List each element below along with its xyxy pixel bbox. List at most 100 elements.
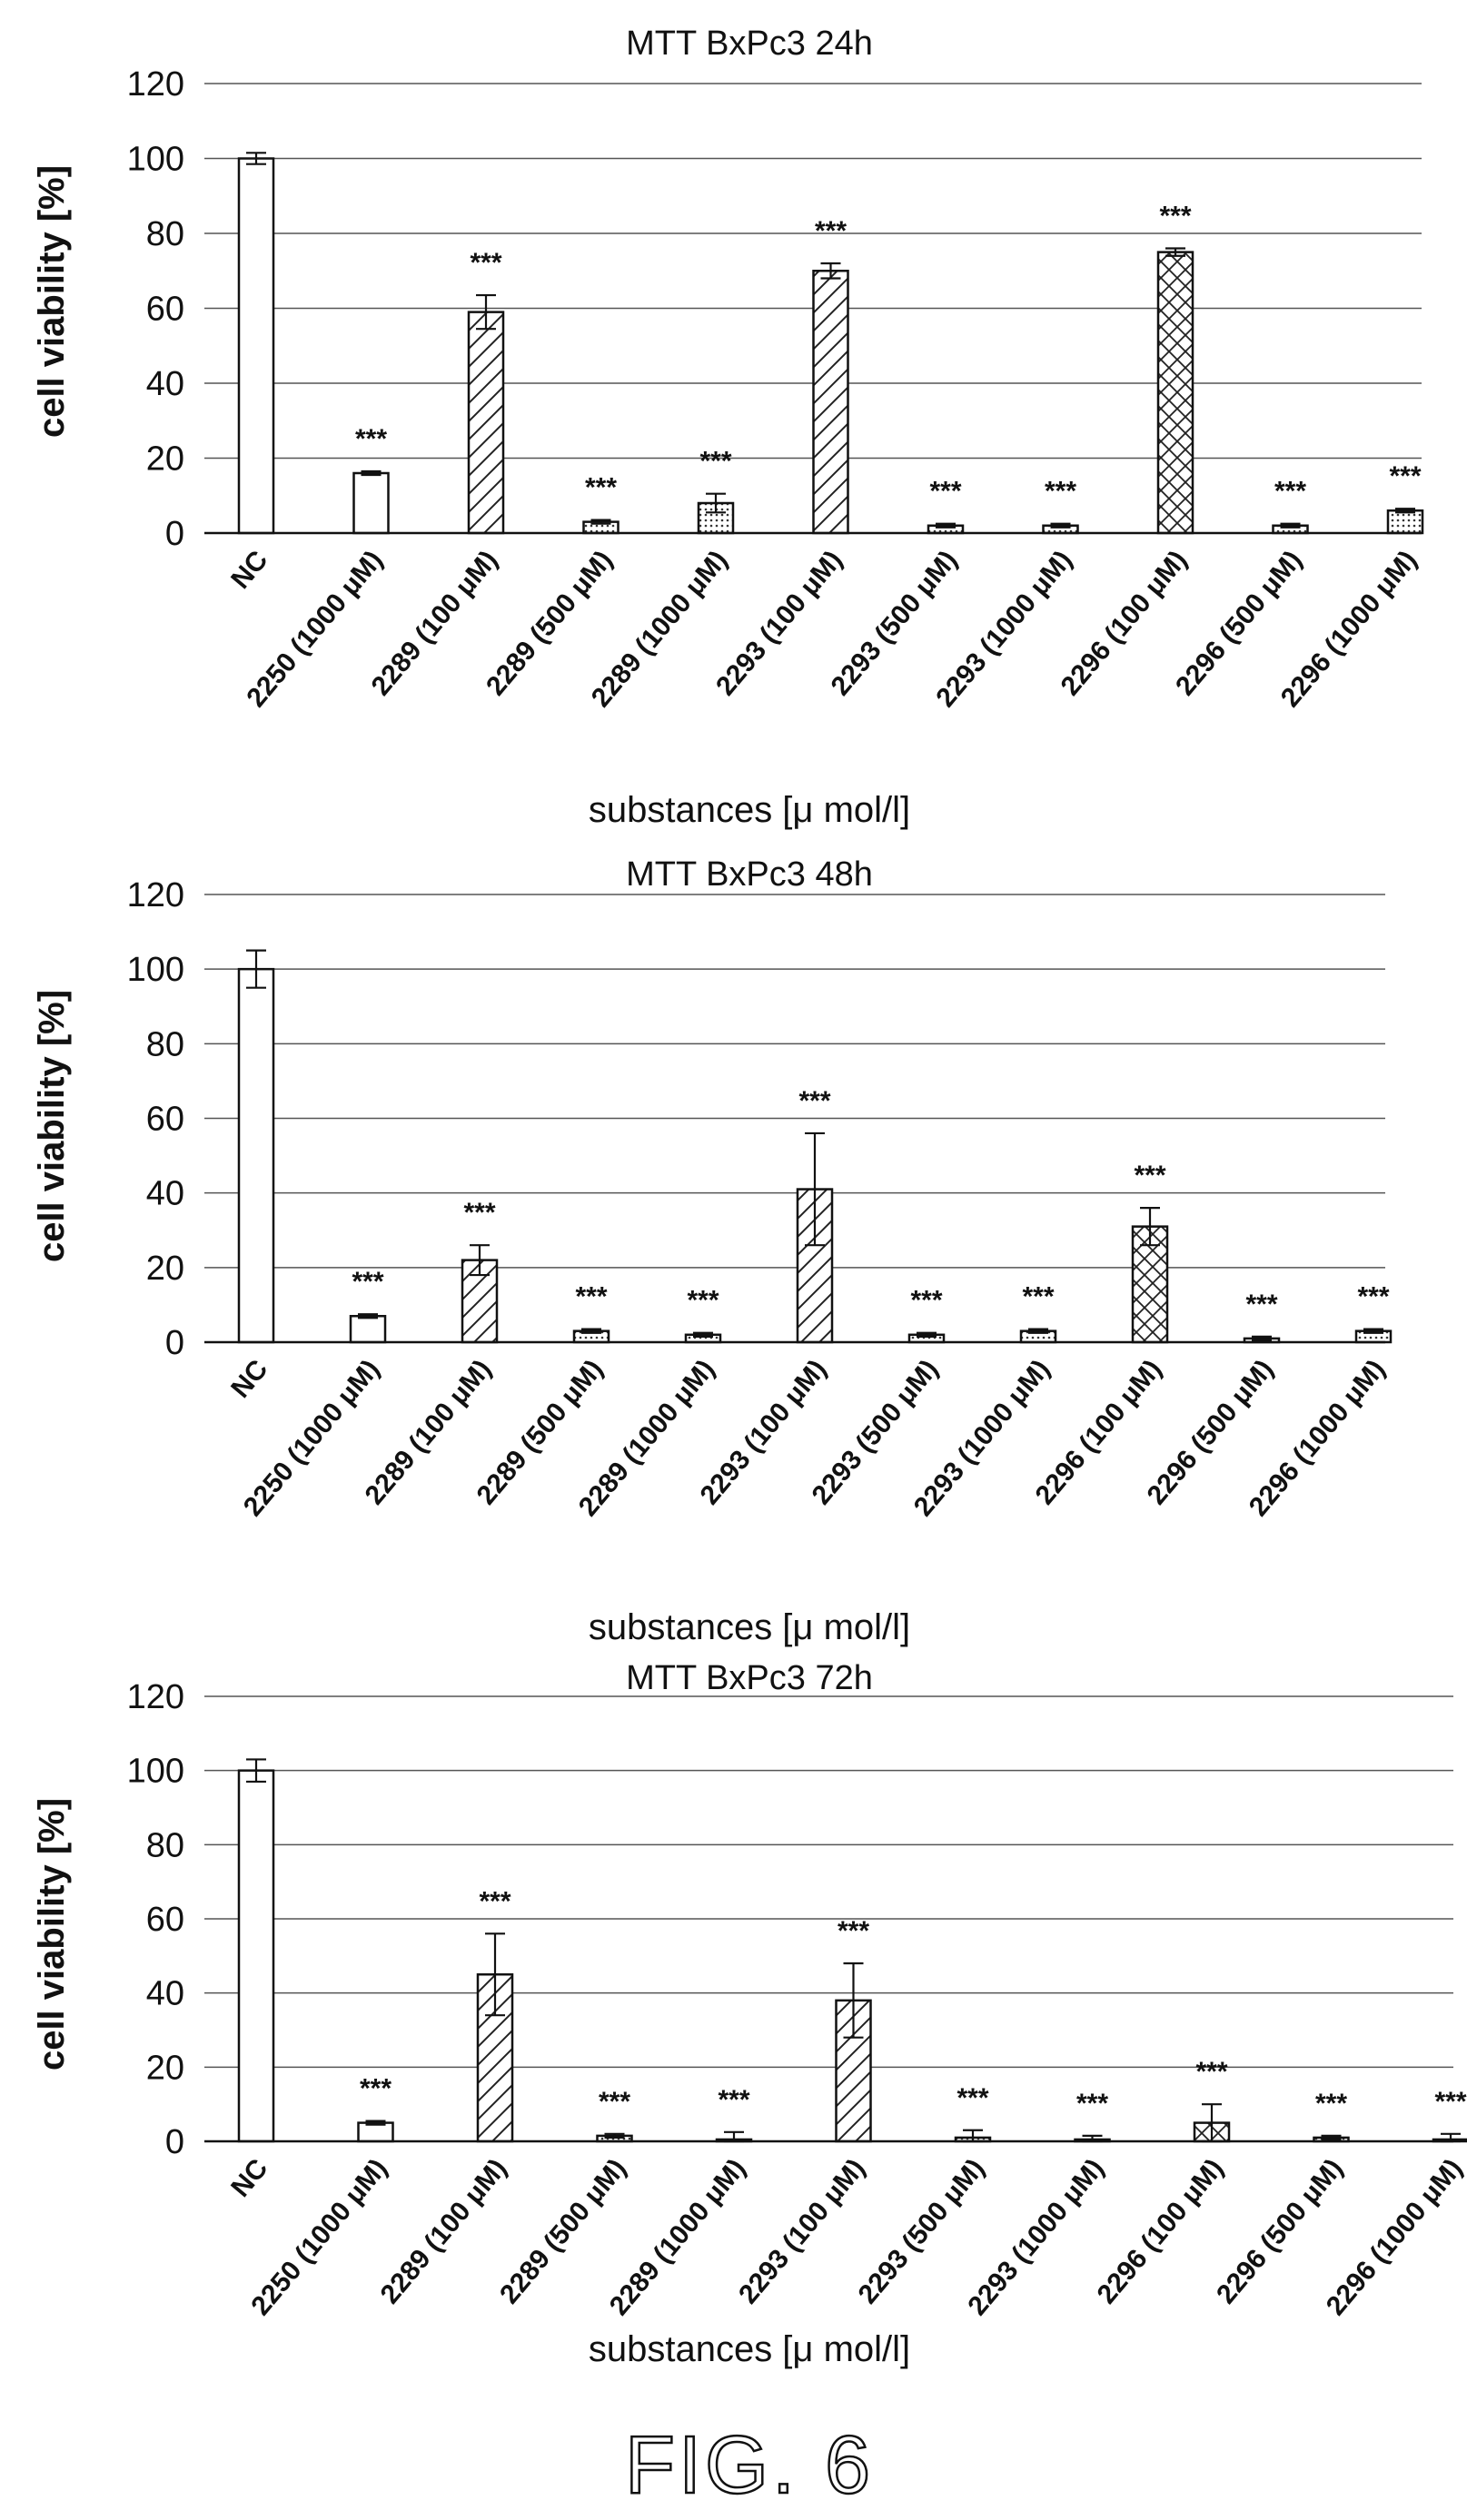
y-axis-label: cell viability [%] [32,1798,72,2070]
significance-labels: *** *** *** *** *** *** *** *** *** *** [355,202,1422,507]
x-tick-label: 2289 (500 μM) [494,2153,632,2309]
y-axis-label: cell viability [%] [32,165,72,438]
x-tick-label: 2296 (500 μM) [1211,2153,1349,2309]
x-tick-label: 2293 (100 μM) [733,2153,871,2309]
x-tick-label: 2296 (500 μM) [1170,545,1308,701]
error-bar [485,1932,505,2017]
significance-label: *** [599,2087,630,2117]
significance-label: *** [1245,1290,1277,1319]
error-bars [246,152,1415,529]
significance-label: *** [1195,2057,1227,2087]
significance-label: *** [352,1267,383,1297]
error-bar [820,262,841,280]
y-ticks: 0 20 40 60 80 100 120 [127,65,184,553]
error-bar [1363,1328,1383,1334]
y-ticks: 0 20 40 60 80 100 120 [127,1678,184,2161]
y-tick-label: 60 [146,1901,184,1939]
error-bar [246,949,266,989]
figure-caption: FIG. 6 [625,2420,874,2511]
y-tick-label: 40 [146,365,184,403]
y-tick-label: 80 [146,1826,184,1864]
error-bar [581,1328,601,1334]
significance-label: *** [355,424,387,454]
y-tick-label: 40 [146,1975,184,2013]
chart-48h: MTT BxPc3 48h cell viability [%] substan… [32,855,1393,1647]
significance-label: *** [798,1086,830,1116]
error-bar [604,2132,625,2140]
x-tick-label: 2289 (100 μM) [375,2153,513,2309]
error-bar [1140,1206,1160,1247]
significance-label: *** [1357,1282,1389,1312]
significance-label: *** [1389,461,1421,491]
error-bar [706,492,726,514]
error-bar [246,1758,266,1784]
y-tick-label: 80 [146,215,184,253]
x-tick-label: NC [225,545,273,594]
x-tick-label: 2293 (500 μM) [853,2153,991,2309]
y-tick-label: 20 [146,2049,184,2087]
y-tick-label: 0 [165,2123,184,2161]
x-tick-label: NC [225,1354,273,1403]
error-bar [1252,1335,1272,1342]
significance-label: *** [957,2083,988,2113]
significance-label: *** [479,1886,510,1916]
x-tick-label: NC [225,2153,273,2202]
y-tick-label: 40 [146,1175,184,1213]
significance-label: *** [718,2085,749,2115]
error-bar [1395,508,1415,514]
error-bar [358,1313,378,1319]
bar [237,157,275,535]
significance-label: *** [1274,477,1306,507]
gridlines [204,894,1385,1269]
chart-title: MTT BxPc3 24h [626,25,873,63]
bar [349,1314,387,1344]
significance-label: *** [585,473,617,503]
error-bar [246,152,266,165]
x-axis-label: substances [μ mol/l] [589,790,910,830]
bar [237,1769,275,2143]
x-axis-label: substances [μ mol/l] [589,1607,910,1647]
error-bar [1280,522,1301,529]
significance-label: *** [699,447,731,477]
y-tick-label: 80 [146,1025,184,1063]
y-tick-label: 0 [165,515,184,553]
significance-label: *** [360,2074,392,2104]
chart-title: MTT BxPc3 48h [626,855,873,894]
y-tick-label: 60 [146,1101,184,1139]
error-bar [1028,1328,1048,1334]
significance-labels: *** *** *** *** *** *** *** *** *** *** [352,1086,1389,1319]
x-tick-label: 2296 (100 μM) [1092,2153,1230,2309]
significance-label: *** [470,248,501,278]
y-tick-label: 20 [146,1250,184,1288]
significance-label: *** [463,1198,495,1228]
bar [237,967,275,1344]
y-ticks: 0 20 40 60 80 100 120 [127,876,184,1362]
bar [467,311,505,535]
error-bar [365,2120,386,2126]
error-bar [590,519,611,525]
bars [237,157,1424,535]
bar [1386,509,1424,535]
y-tick-label: 0 [165,1324,184,1362]
x-tick-label: 2293 (100 μM) [710,545,848,701]
bar [812,270,849,535]
error-bar [470,1244,490,1277]
y-tick-label: 100 [127,141,184,179]
error-bar [917,1331,937,1338]
x-tick-label: 2296 (100 μM) [1056,545,1194,701]
error-bar [1050,522,1071,529]
significance-label: *** [1022,1282,1054,1312]
error-bar [936,522,956,529]
error-bar [693,1331,713,1338]
x-tick-label: 2289 (100 μM) [366,545,504,701]
chart-72h: MTT BxPc3 72h cell viability [%] substan… [32,1659,1467,2369]
error-bar [361,469,382,477]
bar [1156,251,1194,535]
y-tick-label: 20 [146,440,184,479]
y-tick-label: 100 [127,951,184,989]
significance-label: *** [1134,1161,1165,1191]
gridlines [204,1695,1453,2069]
